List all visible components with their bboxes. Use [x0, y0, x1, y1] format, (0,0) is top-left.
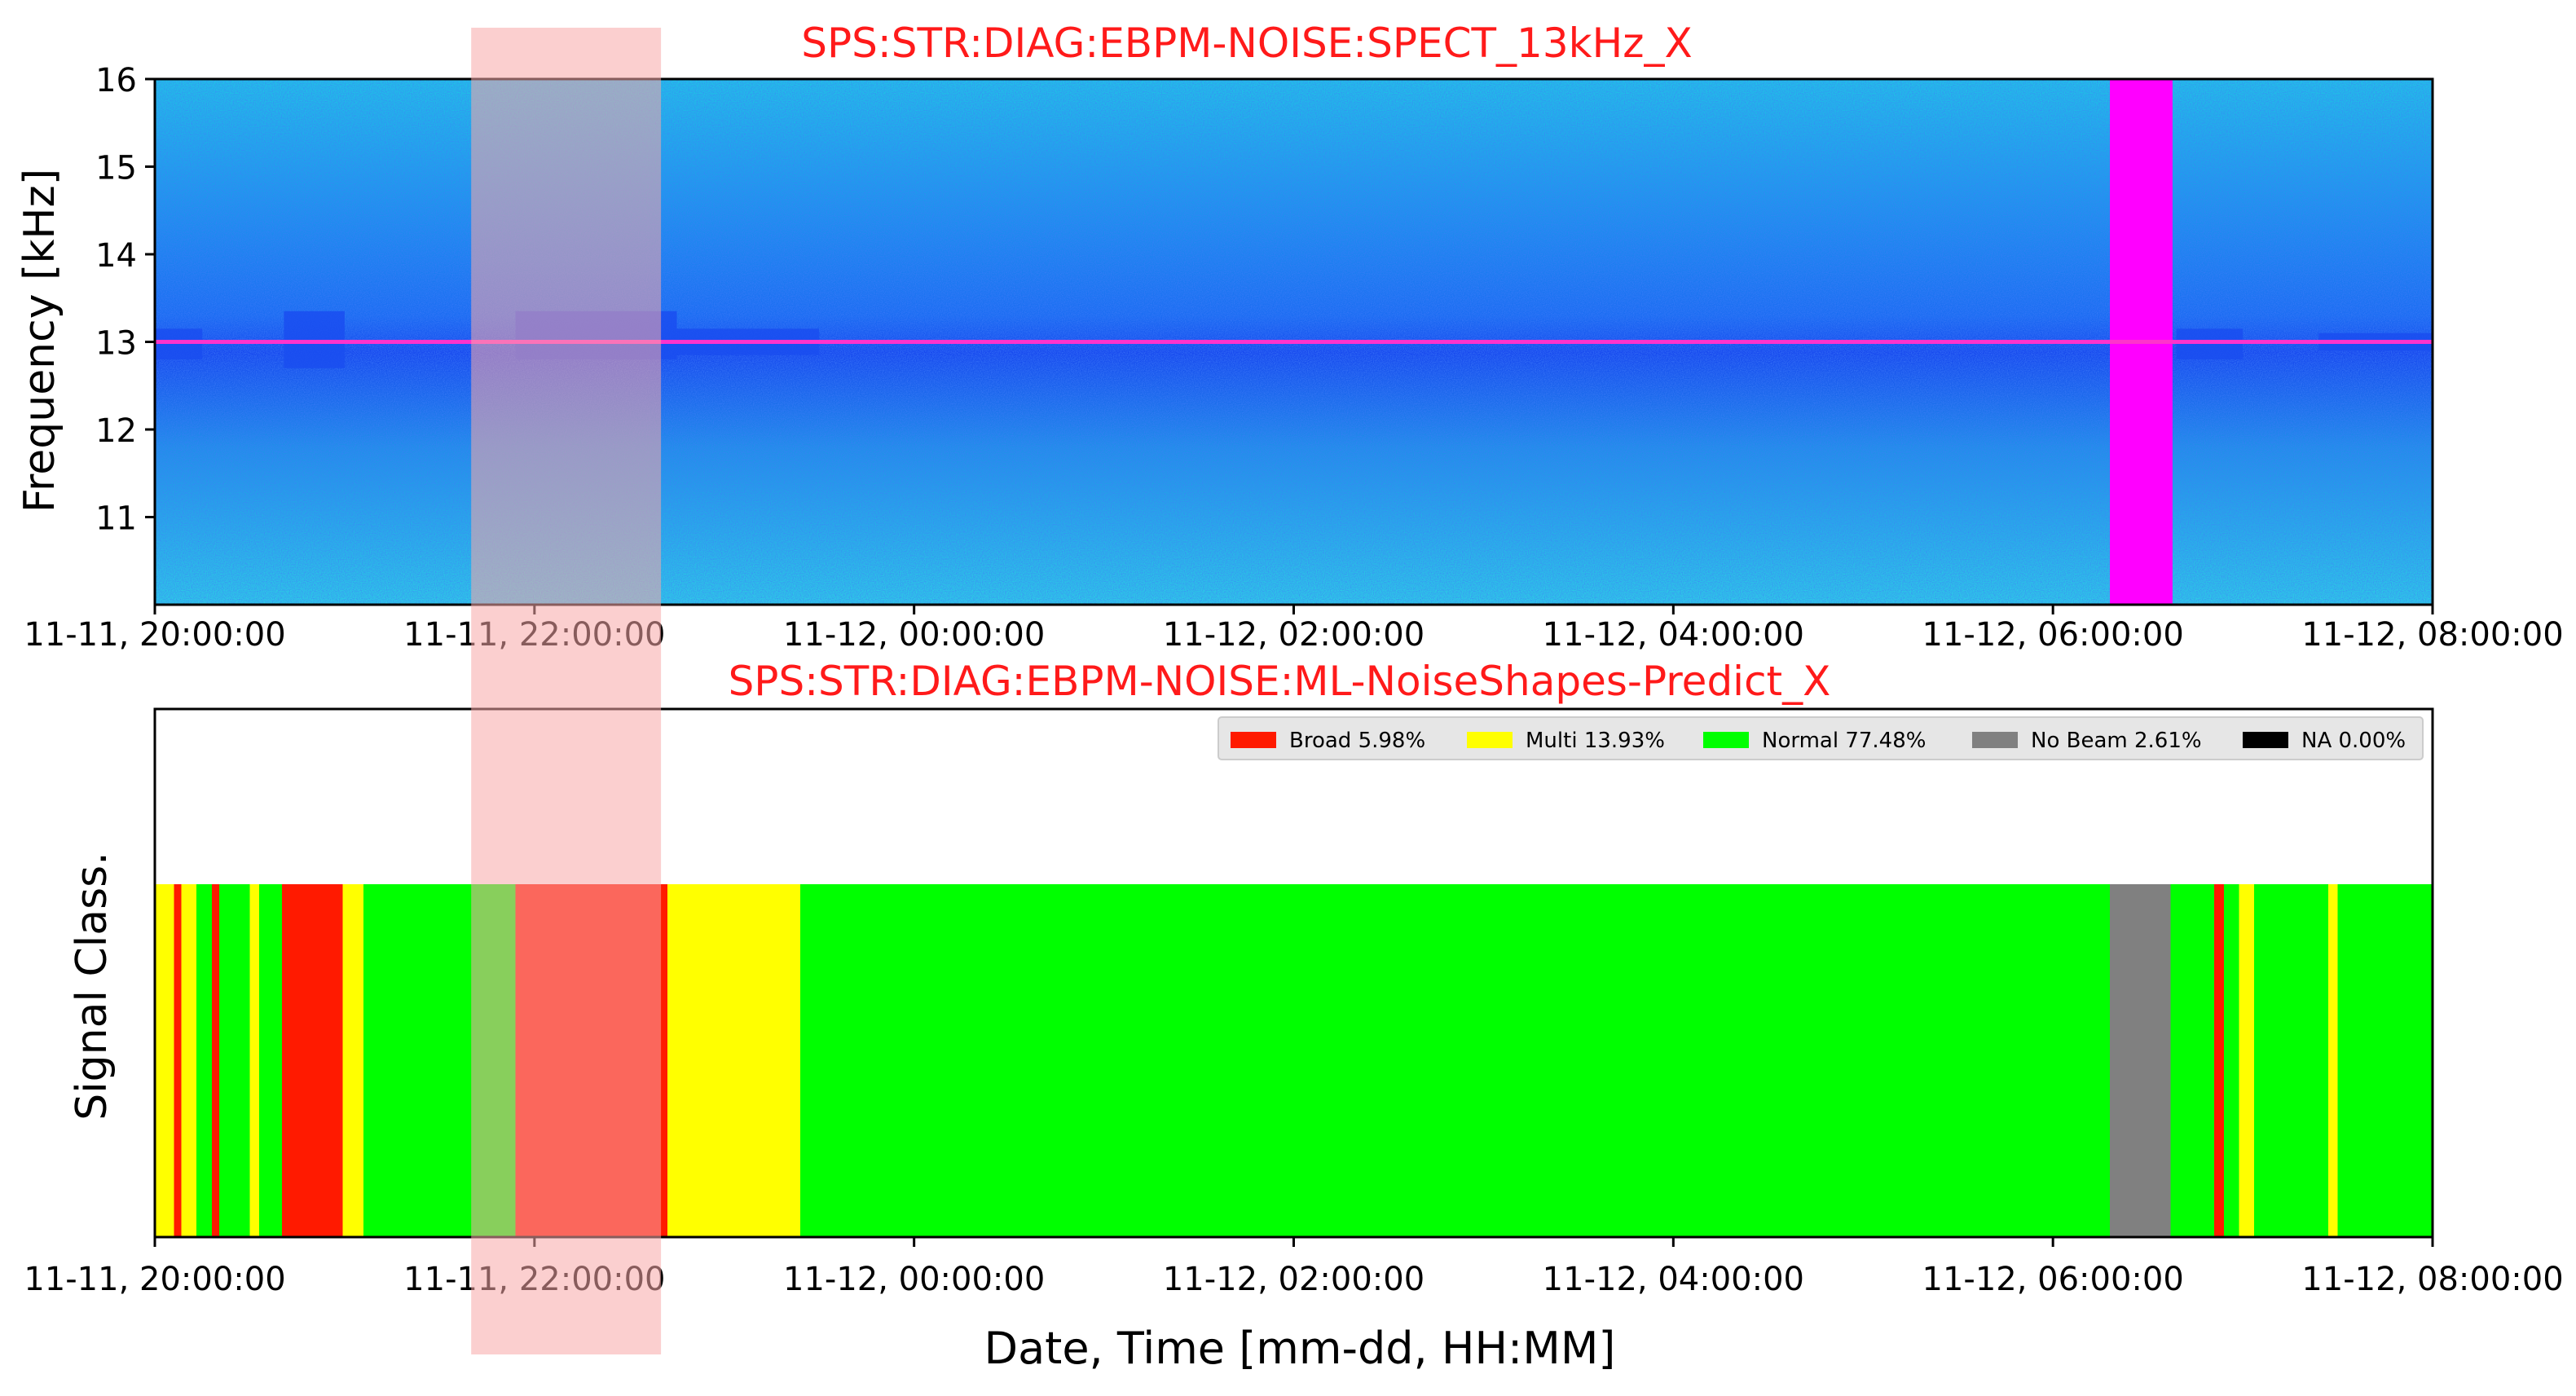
legend-label-no-beam: No Beam 2.61% [2031, 729, 2202, 753]
legend-swatch-broad [1231, 732, 1276, 748]
classification-x-tick-label: 11-12, 02:00:00 [1163, 1261, 1425, 1298]
spectrogram-title: SPS:STR:DIAG:EBPM-NOISE:SPECT_13kHz_X [801, 20, 1692, 67]
class-segment-12 [667, 884, 693, 1237]
class-segment-14 [799, 884, 2111, 1237]
spectrogram-feature-0 [155, 328, 203, 359]
class-segment-13 [692, 884, 800, 1237]
class-segment-0 [155, 884, 174, 1237]
classification-x-tick-label: 11-12, 04:00:00 [1543, 1261, 1804, 1298]
class-segment-8 [282, 884, 343, 1237]
class-segment-22 [2337, 884, 2433, 1237]
spectrogram-panel: SPS:STR:DIAG:EBPM-NOISE:SPECT_13kHz_X 11… [15, 20, 2564, 654]
legend-label-normal: Normal 77.48% [1762, 729, 1926, 753]
highlight-window [471, 28, 662, 1354]
spectrogram-x-tick-label: 11-12, 06:00:00 [1922, 616, 2184, 654]
spectrogram-ylabel: Frequency [kHz] [15, 169, 64, 513]
class-segment-5 [219, 884, 250, 1237]
class-segment-3 [196, 884, 212, 1237]
class-segment-17 [2214, 884, 2224, 1237]
class-segment-15 [2110, 884, 2171, 1237]
class-segment-4 [211, 884, 220, 1237]
class-segment-20 [2254, 884, 2328, 1237]
spectrogram-y-tick-label: 14 [95, 237, 137, 275]
spectrogram-feature-1 [284, 310, 345, 368]
class-segment-21 [2327, 884, 2338, 1237]
class-segment-16 [2170, 884, 2215, 1237]
classification-x-tick-label: 11-12, 00:00:00 [783, 1261, 1045, 1298]
class-segment-18 [2223, 884, 2239, 1237]
classification-title: SPS:STR:DIAG:EBPM-NOISE:ML-NoiseShapes-P… [729, 658, 1831, 705]
spectrogram-y-tick-label: 12 [95, 412, 137, 450]
spectrogram-y-ticks: 11 12 13 14 15 16 [95, 62, 155, 538]
legend-swatch-normal [1703, 732, 1749, 748]
legend-box [1218, 716, 2424, 760]
spectrogram-x-tick-label: 11-12, 04:00:00 [1543, 616, 1804, 654]
classification-ylabel: Signal Class. [68, 852, 117, 1121]
legend-label-na: NA 0.00% [2301, 729, 2406, 753]
legend-label-broad: Broad 5.98% [1289, 729, 1425, 753]
spectrogram-x-tick-label: 11-12, 08:00:00 [2301, 616, 2563, 654]
x-axis-label: Date, Time [mm-dd, HH:MM] [984, 1323, 1615, 1374]
legend-swatch-multi [1467, 732, 1513, 748]
spectrogram-x-tick-label: 11-11, 20:00:00 [24, 616, 285, 654]
legend-swatch-no-beam [1972, 732, 2018, 748]
spectrogram-y-tick-label: 13 [95, 325, 137, 363]
spectrogram-y-tick-label: 16 [95, 62, 137, 99]
legend: Broad 5.98% Multi 13.93% Normal 77.48% No B… [1218, 716, 2424, 760]
spectrogram-y-tick-label: 11 [95, 500, 137, 538]
class-segment-6 [249, 884, 260, 1237]
classification-panel: SPS:STR:DIAG:EBPM-NOISE:ML-NoiseShapes-P… [24, 658, 2563, 1298]
class-segment-19 [2239, 884, 2255, 1237]
legend-swatch-na [2243, 732, 2288, 748]
classification-x-tick-label: 11-12, 08:00:00 [2301, 1261, 2563, 1298]
spectrogram-y-tick-label: 15 [95, 150, 137, 187]
classification-x-tick-label: 11-11, 20:00:00 [24, 1261, 285, 1298]
class-segment-1 [174, 884, 182, 1237]
class-segment-7 [259, 884, 283, 1237]
spectrogram-x-tick-label: 11-12, 02:00:00 [1163, 616, 1425, 654]
spectrogram-feature-5 [2176, 328, 2244, 359]
class-segment-2 [181, 884, 197, 1237]
legend-label-multi: Multi 13.93% [1526, 729, 1665, 753]
class-segment-9 [342, 884, 364, 1237]
spectrogram-x-tick-label: 11-12, 00:00:00 [783, 616, 1045, 654]
classification-x-tick-label: 11-12, 06:00:00 [1922, 1261, 2184, 1298]
